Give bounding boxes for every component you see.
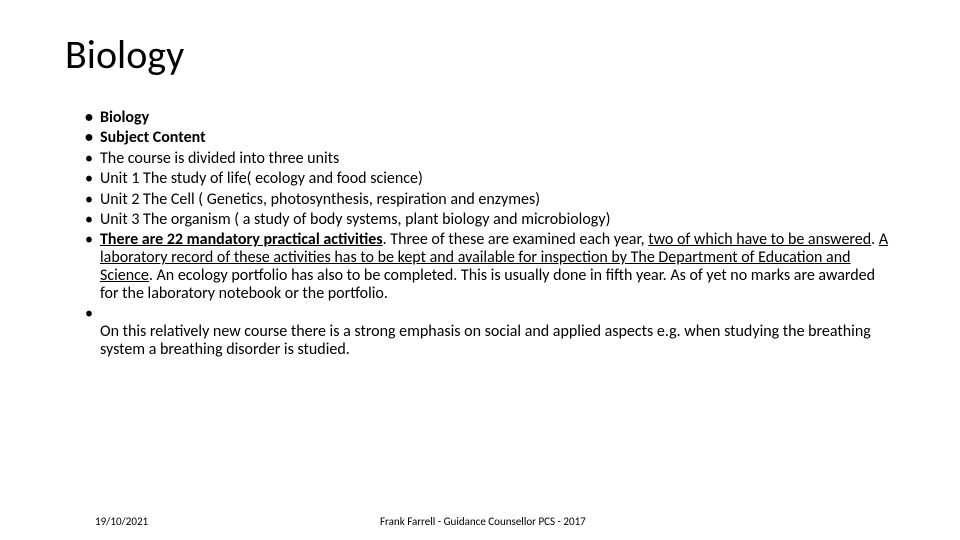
bullet-subject-content: Subject Content [85,129,895,147]
bullet-unit1: Unit 1 The study of life( ecology and fo… [85,170,895,188]
content-area: Biology Subject Content The course is di… [65,109,895,359]
bullet-practical-activities: There are 22 mandatory practical activit… [85,231,895,303]
bullet-unit3: Unit 3 The organism ( a study of body sy… [85,211,895,229]
bullet-list: Biology Subject Content The course is di… [85,109,895,359]
footer-author: Frank Farrell - Guidance Counsellor PCS … [380,515,586,528]
text-portfolio: . An ecology portfolio has also to be co… [100,266,875,303]
text-emphasis: On this relatively new course there is a… [100,322,871,359]
text-mandatory-activities: There are 22 mandatory practical activit… [100,230,383,249]
bullet-three-units: The course is divided into three units [85,150,895,168]
text-period: . [871,230,879,249]
slide-container: Biology Biology Subject Content The cour… [0,0,960,359]
bullet-unit2: Unit 2 The Cell ( Genetics, photosynthes… [85,191,895,209]
footer-date: 19/10/2021 [95,515,148,528]
text-examined: . Three of these are examined each year, [383,230,649,249]
bullet-emphasis: On this relatively new course there is a… [85,305,895,359]
bullet-biology: Biology [85,109,895,127]
text-two-answered: two of which have to be answered [648,230,871,249]
slide-title: Biology [65,30,895,79]
